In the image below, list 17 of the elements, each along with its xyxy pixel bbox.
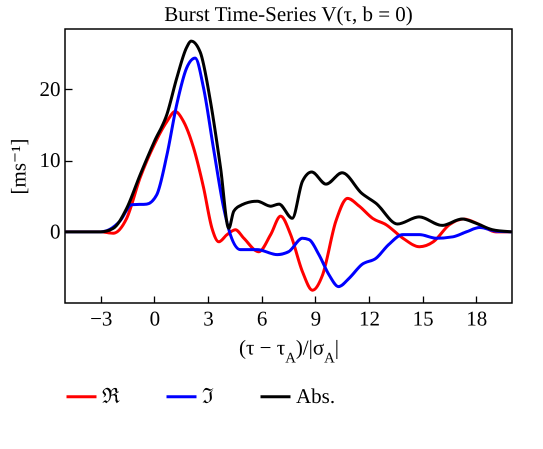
x-tick-label: 3 <box>203 306 214 330</box>
y-tick-label: 20 <box>40 76 60 101</box>
x-axis-title: (τ − τ$_{A}$)/|σ$_{A}$| <box>238 336 340 366</box>
x-tick-label: 6 <box>256 306 268 330</box>
y-tick-label: 10 <box>40 148 60 172</box>
x-tick-label: 9 <box>310 306 322 330</box>
x-tick-label: 0 <box>150 306 160 330</box>
y-tick-label: 0 <box>50 219 60 244</box>
x-tick-label: 18 <box>466 306 488 330</box>
x-tick-label: 12 <box>358 306 380 330</box>
x-tick-label: 15 <box>412 306 434 330</box>
legend-label: Abs. <box>296 384 336 408</box>
legend-label: ℜ <box>102 384 120 408</box>
y-axis-title: [ms⁻¹] <box>6 138 30 194</box>
legend-label: ℑ <box>202 384 214 408</box>
chart-title: Burst Time-Series V(τ, b = 0) <box>164 2 413 26</box>
x-tick-label: −3 <box>90 306 112 330</box>
